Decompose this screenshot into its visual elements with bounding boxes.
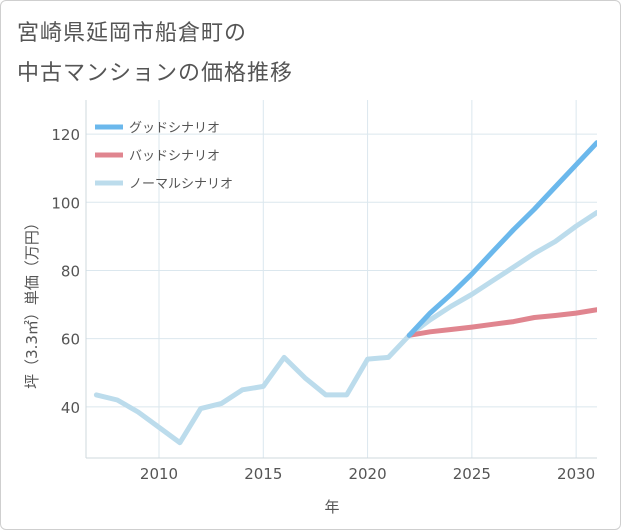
- x-axis-label: 年: [324, 498, 339, 516]
- x-tick-2030: 2030: [557, 465, 595, 483]
- series-line-1: [406, 307, 597, 338]
- x-tick-labels: 2010 2015 2020 2025 2030: [140, 465, 595, 483]
- x-tick-2025: 2025: [453, 465, 491, 483]
- legend-label-2: ノーマルシナリオ: [129, 177, 233, 192]
- y-tick-120: 120: [51, 126, 80, 144]
- legend-label-0: グッドシナリオ: [129, 121, 220, 136]
- y-tick-60: 60: [61, 331, 80, 349]
- legend-label-1: バッドシナリオ: [129, 149, 220, 164]
- x-tick-2015: 2015: [244, 465, 282, 483]
- chart-title-line-2: 中古マンションの価格推移: [17, 61, 294, 86]
- y-axis-label: 坪（3.3㎡）単価（万円）: [23, 215, 41, 389]
- series-lines: [93, 140, 597, 446]
- chart-title-line-1: 宮崎県延岡市船倉町の: [17, 21, 248, 46]
- series-line-0: [406, 140, 597, 338]
- x-tick-2010: 2010: [140, 465, 178, 483]
- series-line-2: [93, 210, 597, 446]
- x-tick-2020: 2020: [348, 465, 386, 483]
- y-tick-100: 100: [51, 194, 80, 212]
- y-tick-80: 80: [61, 262, 80, 280]
- y-tick-40: 40: [61, 399, 80, 417]
- plot-border: [85, 100, 597, 459]
- y-tick-labels: 40 60 80 100 120: [51, 126, 80, 417]
